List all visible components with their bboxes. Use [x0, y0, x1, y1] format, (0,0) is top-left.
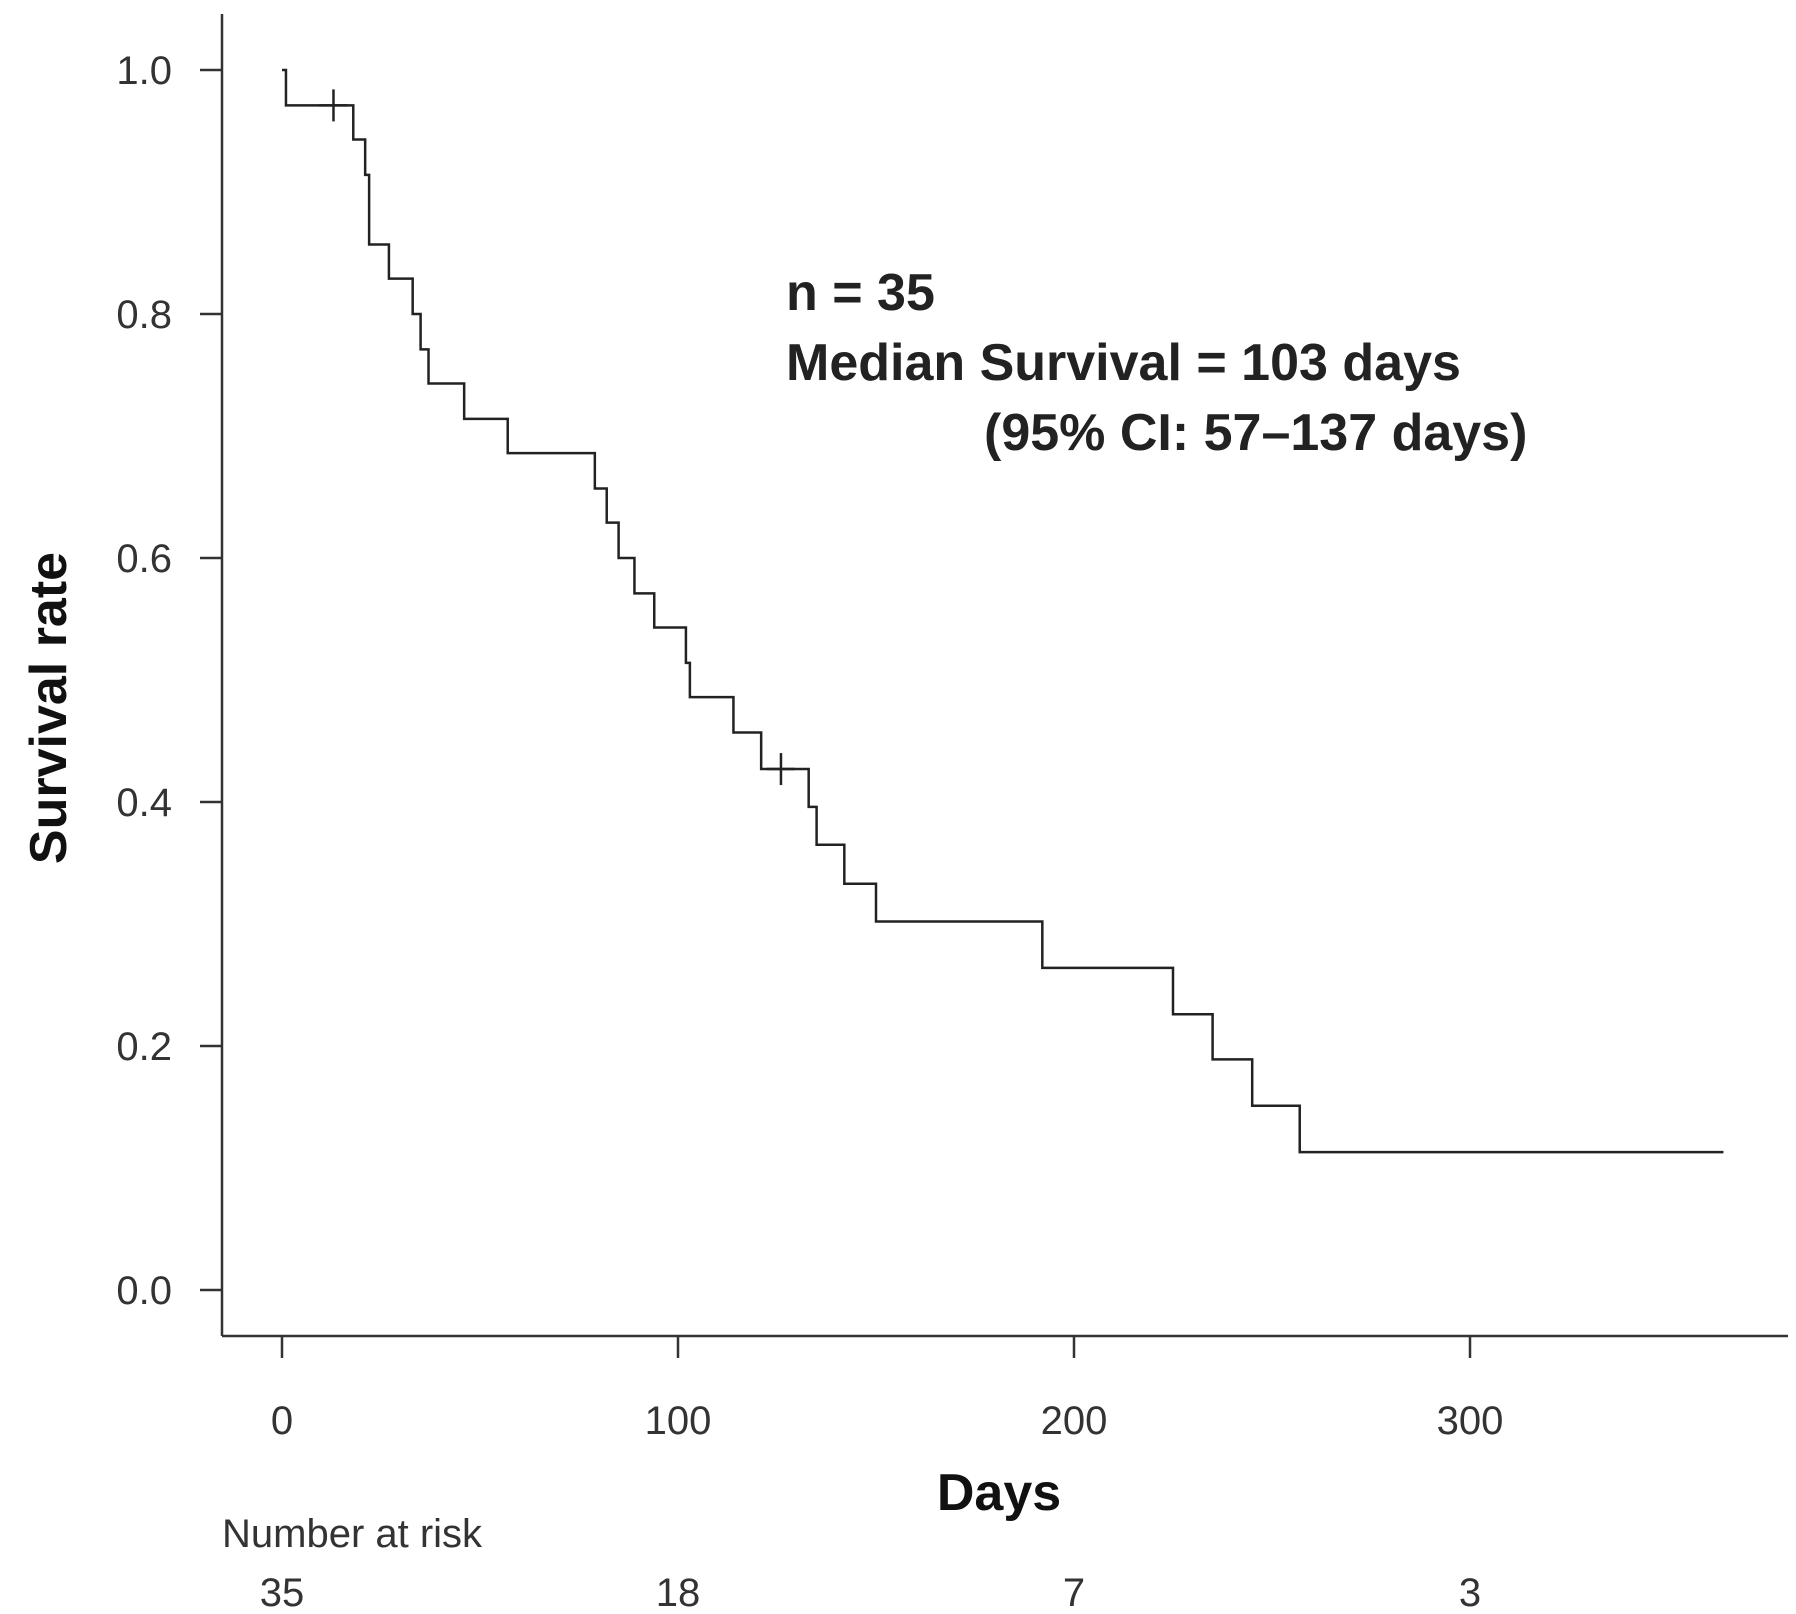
survival-step-line: [282, 68, 1724, 1154]
annotation-median: Median Survival = 103 days: [786, 334, 1461, 392]
y-tick-label: 1.0: [116, 49, 172, 93]
x-tick-label: 100: [645, 1399, 712, 1443]
y-axis-ticks: 0.0 0.2 0.4 0.6 0.8 1.0: [116, 49, 222, 1313]
y-tick-label: 0.6: [116, 537, 172, 581]
y-tick-label: 0.0: [116, 1269, 172, 1313]
y-tick-label: 0.2: [116, 1025, 172, 1069]
risk-count: 3: [1459, 1571, 1481, 1614]
risk-count: 18: [656, 1571, 701, 1614]
x-tick-label: 200: [1041, 1399, 1108, 1443]
annotation-n: n = 35: [786, 264, 935, 322]
x-tick-label: 300: [1437, 1399, 1504, 1443]
censor-marks: [319, 89, 795, 786]
risk-table-title: Number at risk: [222, 1512, 483, 1556]
risk-count: 35: [260, 1571, 305, 1614]
y-tick-label: 0.4: [116, 781, 172, 825]
x-axis-ticks: 0 100 200 300: [271, 1336, 1504, 1443]
risk-count: 7: [1063, 1571, 1085, 1614]
y-tick-label: 0.8: [116, 293, 172, 337]
x-tick-label: 0: [271, 1399, 293, 1443]
x-axis-title: Days: [937, 1464, 1061, 1522]
risk-table-counts: 35 18 7 3: [260, 1571, 1481, 1614]
y-axis-title: Survival rate: [20, 552, 78, 864]
survival-series: [282, 68, 1724, 1154]
annotation-ci: (95% CI: 57–137 days): [984, 404, 1527, 462]
